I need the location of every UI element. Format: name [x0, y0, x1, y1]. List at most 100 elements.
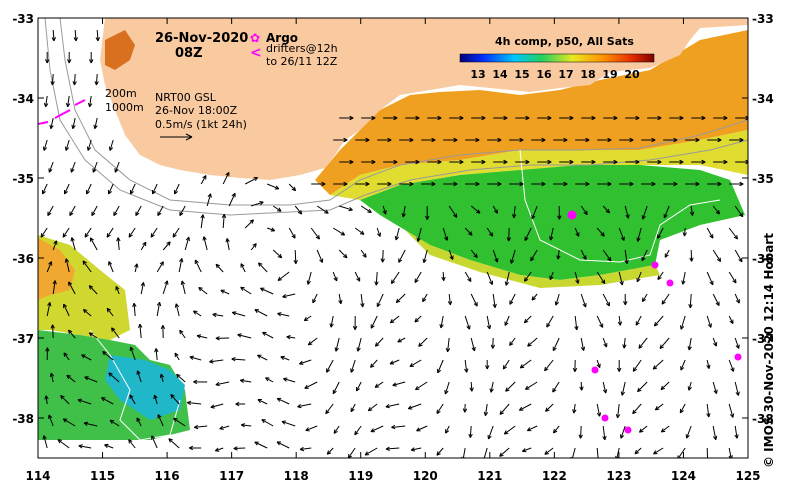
- current-arrow: [50, 372, 54, 383]
- current-arrow: [350, 403, 356, 412]
- current-arrow: [288, 227, 296, 239]
- current-arrowhead: [486, 365, 490, 370]
- current-arrow: [89, 237, 98, 251]
- current-arrow: [544, 359, 554, 372]
- current-arrowhead: [57, 439, 61, 444]
- current-arrowhead: [385, 406, 390, 409]
- current-arrowhead: [632, 411, 637, 415]
- current-arrowhead: [443, 276, 446, 281]
- current-arrow: [89, 95, 92, 107]
- current-arrowhead: [221, 213, 225, 218]
- current-arrowhead: [62, 234, 67, 238]
- current-arrowhead: [659, 344, 662, 349]
- current-arrow: [527, 337, 538, 347]
- current-arrowhead: [390, 279, 393, 284]
- current-arrow: [580, 249, 587, 260]
- current-arrow: [78, 445, 92, 449]
- current-vectors: [40, 29, 748, 458]
- current-arrowhead: [475, 181, 480, 185]
- current-arrowhead: [596, 364, 601, 369]
- current-arrowhead: [731, 455, 733, 458]
- current-arrow: [602, 425, 606, 440]
- x-tick-label: 117: [219, 469, 244, 483]
- current-arrow: [151, 435, 158, 449]
- current-arrowhead: [547, 117, 552, 121]
- current-arrowhead: [67, 103, 71, 108]
- current-arrowhead: [279, 253, 283, 258]
- current-arrow: [682, 271, 686, 285]
- current-arrowhead: [436, 409, 438, 414]
- current-arrowhead: [578, 434, 581, 439]
- current-arrow: [679, 403, 686, 414]
- current-arrowhead: [524, 320, 529, 324]
- current-arrowhead: [635, 159, 640, 163]
- current-arrow: [397, 337, 406, 343]
- current-arrow: [448, 249, 454, 260]
- current-arrow: [364, 447, 378, 456]
- current-arrowhead: [350, 408, 355, 413]
- current-arrow: [210, 403, 224, 408]
- contour-sst-white-1: [519, 149, 721, 263]
- current-arrow: [655, 403, 664, 411]
- current-arrow: [45, 95, 48, 107]
- current-arrowhead: [106, 308, 109, 313]
- current-arrowhead: [552, 389, 557, 393]
- current-arrowhead: [409, 139, 414, 143]
- current-arrowhead: [48, 261, 52, 265]
- current-arrowhead: [483, 411, 486, 416]
- current-arrowhead: [733, 236, 738, 240]
- current-arrowhead: [629, 137, 634, 141]
- y-tick-label: -35: [12, 172, 34, 186]
- current-arrowhead: [525, 385, 528, 390]
- current-arrow: [312, 293, 318, 304]
- current-arrow: [618, 227, 625, 241]
- current-arrowhead: [522, 448, 526, 452]
- current-arrowhead: [398, 259, 403, 263]
- current-arrowhead: [343, 256, 348, 259]
- current-arrowhead: [418, 344, 423, 347]
- current-arrowhead: [66, 374, 71, 377]
- current-arrowhead: [365, 137, 370, 141]
- current-arrowhead: [415, 117, 420, 121]
- current-arrowhead: [134, 263, 138, 268]
- current-arrowhead: [414, 318, 417, 323]
- colorbar-ticks: 13 14 15 16 17 18 19 20: [470, 68, 640, 81]
- current-arrow: [173, 417, 186, 427]
- current-arrow: [233, 447, 246, 450]
- y-tick-label-right: -34: [752, 92, 774, 106]
- current-arrowhead: [481, 117, 486, 121]
- current-arrowhead: [518, 406, 523, 411]
- current-arrowhead: [83, 422, 88, 426]
- current-arrowhead: [525, 161, 530, 165]
- current-arrow: [414, 271, 422, 283]
- current-arrowhead: [701, 159, 706, 163]
- current-arrowhead: [687, 346, 690, 351]
- current-arrow: [354, 425, 362, 436]
- current-arrowhead: [375, 344, 380, 347]
- current-arrowhead: [497, 181, 502, 185]
- current-arrow: [370, 359, 378, 368]
- current-arrowhead: [653, 450, 657, 455]
- current-arrowhead: [179, 212, 184, 217]
- current-arrowhead: [375, 386, 380, 388]
- current-arrow: [546, 315, 554, 328]
- current-arrowhead: [620, 237, 625, 241]
- current-arrow: [712, 293, 720, 306]
- current-arrowhead: [635, 322, 640, 326]
- current-arrowhead: [196, 334, 202, 337]
- current-arrow: [402, 205, 406, 218]
- current-arrowhead: [393, 117, 398, 121]
- current-arrow: [734, 381, 739, 396]
- current-arrow: [257, 399, 268, 405]
- current-arrowhead: [505, 281, 510, 286]
- current-arrowhead: [259, 201, 264, 203]
- current-arrow: [602, 249, 612, 262]
- y-tick-label: -37: [12, 332, 34, 346]
- current-arrow: [390, 315, 400, 324]
- current-arrowhead: [207, 193, 211, 198]
- current-arrowhead: [527, 344, 532, 347]
- x-tick-label: 114: [25, 469, 50, 483]
- current-arrowhead: [575, 280, 579, 284]
- current-arrowhead: [47, 212, 52, 217]
- current-arrow: [81, 354, 92, 361]
